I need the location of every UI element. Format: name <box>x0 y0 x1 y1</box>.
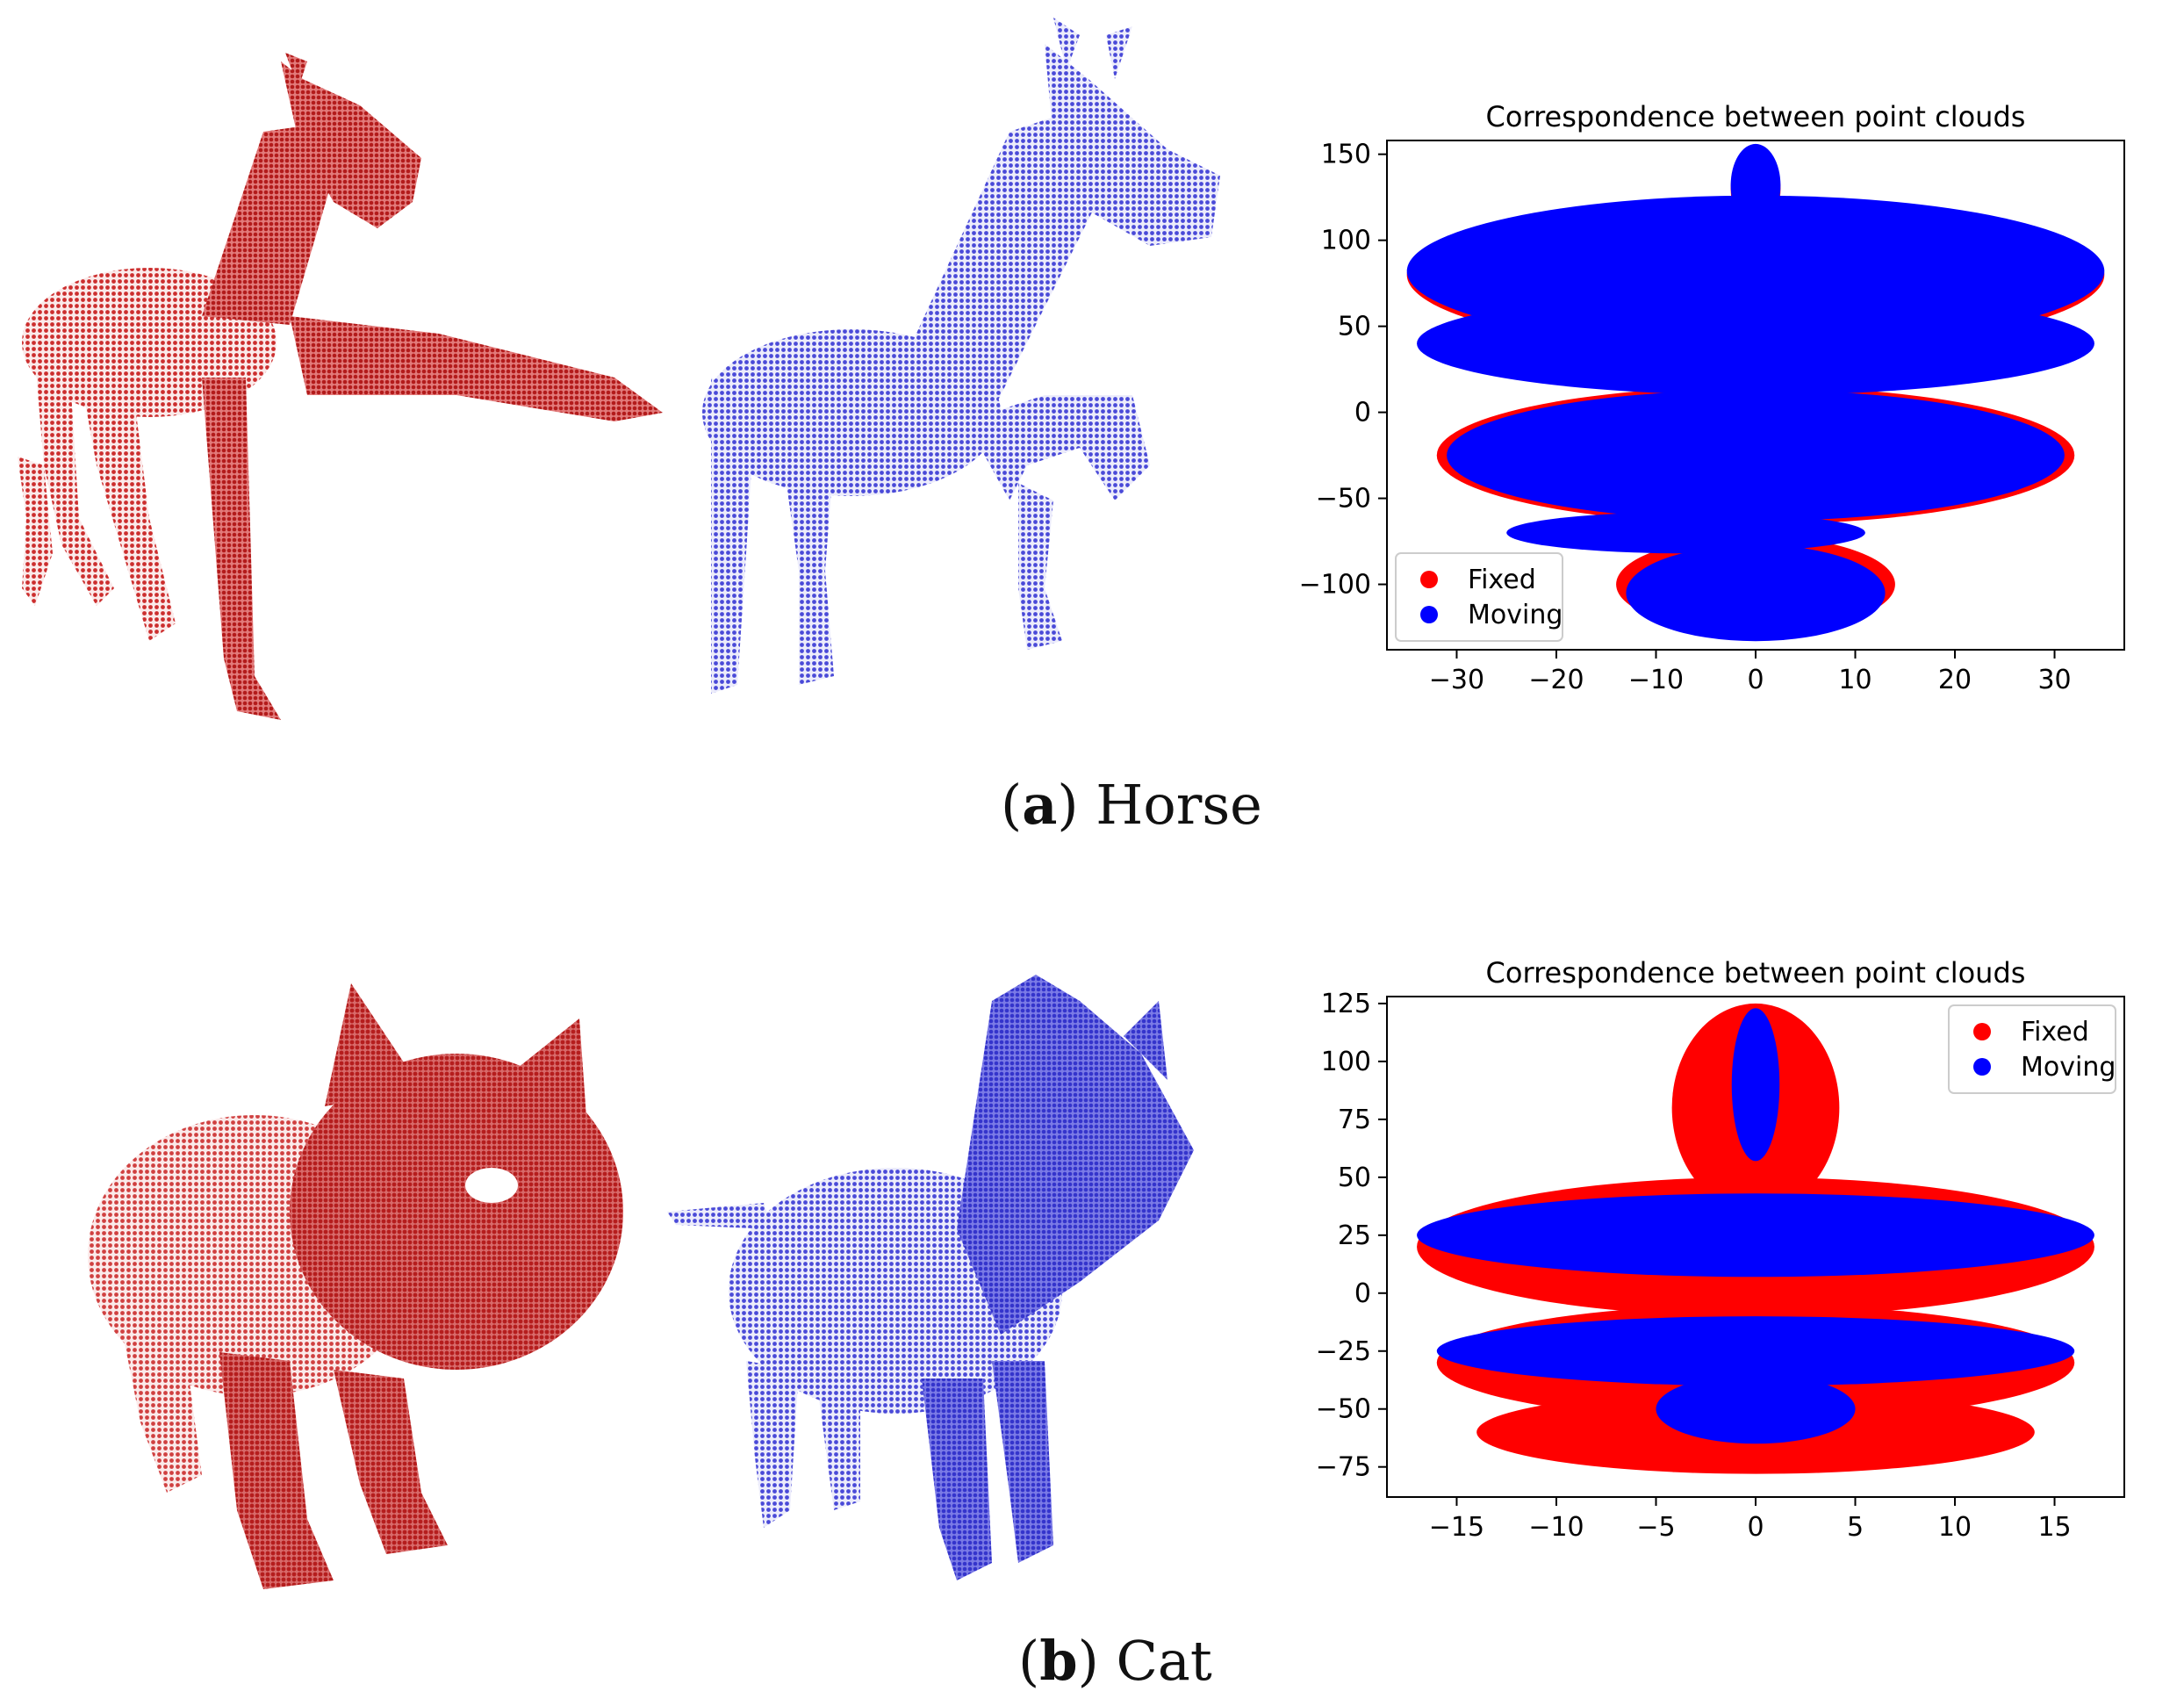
x-axis-ticks: −15 −10 −5 0 5 10 15 <box>1429 1497 2072 1543</box>
y-tick-label: 25 <box>1338 1220 1371 1251</box>
y-tick-label: 125 <box>1321 989 1371 1019</box>
x-tick-label: 20 <box>1938 665 1972 695</box>
y-tick-label: 150 <box>1321 140 1371 170</box>
y-tick-label: −25 <box>1316 1336 1371 1367</box>
legend-marker-fixed <box>1973 1023 1991 1040</box>
moving-points-cluster <box>1656 1374 1856 1444</box>
legend-marker-moving <box>1973 1058 1991 1076</box>
x-tick-label: 30 <box>2037 665 2071 695</box>
x-axis-ticks: −30 −20 −10 0 10 20 30 <box>1429 650 2072 695</box>
y-tick-label: 50 <box>1338 312 1371 342</box>
y-tick-label: −50 <box>1316 1394 1371 1425</box>
caption-horse: (a) Horse <box>1001 773 1262 837</box>
y-tick-label: 75 <box>1338 1105 1371 1135</box>
chart-legend: Fixed Moving <box>1395 552 1563 642</box>
x-tick-label: 10 <box>1938 1512 1972 1543</box>
moving-points-cluster <box>1731 1008 1780 1162</box>
legend-label-fixed: Fixed <box>1468 565 1536 595</box>
fixed-cat-point-cloud <box>88 983 623 1589</box>
legend-box <box>1395 552 1563 642</box>
moving-points-cluster <box>1447 390 2065 522</box>
x-tick-label: 5 <box>1847 1512 1864 1543</box>
legend-label-fixed: Fixed <box>2021 1017 2089 1047</box>
x-tick-label: 0 <box>1747 665 1764 695</box>
moving-points-cluster <box>1730 143 1781 227</box>
y-axis-ticks: −75 −50 −25 0 25 50 75 100 125 <box>1316 989 1387 1483</box>
moving-points-cluster <box>1417 292 2094 395</box>
legend-marker-moving <box>1420 606 1438 623</box>
y-tick-label: −50 <box>1316 484 1371 515</box>
horse-correspondence-chart: Correspondence between point clouds −30−… <box>1299 100 2125 695</box>
x-tick-label: −10 <box>1528 1512 1584 1543</box>
chart-title: Correspondence between point clouds <box>1486 956 2026 990</box>
x-tick-label: −15 <box>1429 1512 1484 1543</box>
moving-cat-point-cloud <box>667 975 1194 1580</box>
moving-points-cluster <box>1626 544 1886 642</box>
plot-area <box>1406 143 2105 642</box>
y-tick-label: 0 <box>1354 398 1371 428</box>
moving-points-cluster <box>1436 1316 2075 1386</box>
y-tick-label: 100 <box>1321 1047 1371 1077</box>
y-tick-label: −100 <box>1299 570 1371 601</box>
caption-cat: (b) Cat <box>1018 1629 1212 1693</box>
x-tick-label: −20 <box>1528 665 1584 695</box>
chart-title: Correspondence between point clouds <box>1486 100 2026 133</box>
y-tick-label: 50 <box>1338 1163 1371 1193</box>
x-tick-label: 15 <box>2037 1512 2071 1543</box>
cat-correspondence-chart: Correspondence between point clouds −15−… <box>1316 956 2125 1543</box>
x-tick-label: 10 <box>1838 665 1871 695</box>
y-tick-label: −75 <box>1316 1452 1371 1483</box>
x-tick-label: −30 <box>1429 665 1484 695</box>
y-axis-ticks: −100 −50 0 50 100 150 <box>1299 140 1387 601</box>
y-tick-label: 100 <box>1321 226 1371 256</box>
x-tick-label: −10 <box>1628 665 1684 695</box>
x-tick-label: −5 <box>1636 1512 1675 1543</box>
plot-area <box>1417 1003 2094 1474</box>
moving-points-cluster <box>1417 1193 2094 1278</box>
chart-legend: Fixed Moving <box>1948 1004 2116 1094</box>
x-tick-label: 0 <box>1747 1512 1764 1543</box>
legend-marker-fixed <box>1420 571 1438 588</box>
legend-label-moving: Moving <box>2021 1052 2116 1083</box>
legend-label-moving: Moving <box>1468 600 1563 630</box>
moving-horse-point-cloud <box>702 18 1220 694</box>
legend-box <box>1948 1004 2116 1094</box>
moving-points-cluster <box>1506 512 1865 554</box>
y-tick-label: 0 <box>1354 1278 1371 1309</box>
fixed-horse-point-cloud <box>18 53 663 720</box>
